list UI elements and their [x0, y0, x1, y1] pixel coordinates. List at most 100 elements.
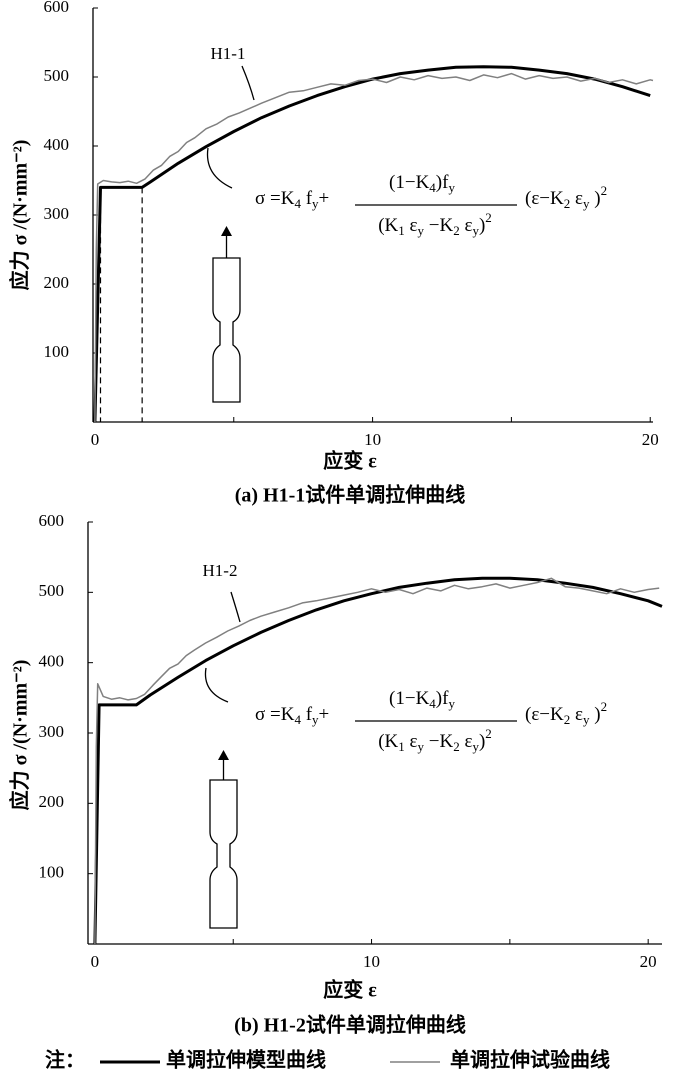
- y-tick-label: 600: [39, 511, 65, 530]
- formula-segment: +: [319, 704, 330, 725]
- formula-segment: (K: [378, 215, 398, 236]
- formula-segment: 2: [601, 183, 608, 198]
- formula-segment: σ =K: [255, 188, 295, 209]
- y-tick-label: 400: [44, 135, 70, 154]
- formula-pointer: [206, 147, 233, 189]
- annotation: H1-1: [211, 44, 246, 63]
- formula-segment: ): [589, 188, 600, 209]
- specimen-icon: [212, 257, 241, 403]
- x-tick-label: 10: [363, 952, 380, 971]
- formula-segment: 2: [601, 699, 608, 714]
- decor: [204, 65, 255, 929]
- formula-segment: ε: [460, 215, 473, 236]
- formula-part: σ =K4 fy+: [255, 704, 329, 727]
- formula-part: (K1 εy −K2 εy)2: [378, 726, 492, 754]
- formula-part: (K1 εy −K2 εy)2: [378, 210, 492, 238]
- y-tick-label: 300: [39, 722, 65, 741]
- y-tick-label: 100: [44, 342, 70, 361]
- formula-segment: −K: [424, 731, 453, 752]
- formula-segment: ε: [405, 215, 418, 236]
- formula-segment: (1−K: [389, 688, 430, 709]
- label-pointer: [230, 591, 241, 623]
- legend-label: 单调拉伸模型曲线: [166, 1048, 326, 1072]
- y-axis-title: 应力 σ /(N·mm⁻²): [8, 140, 32, 291]
- y-tick-label: 100: [39, 863, 65, 882]
- formula-segment: (1−K: [389, 172, 430, 193]
- formula-segment: −K: [424, 215, 453, 236]
- formula-segment: y: [418, 739, 425, 754]
- arrow-head: [218, 750, 229, 760]
- formula-segment: y: [418, 223, 425, 238]
- y-axis-title: 应力 σ /(N·mm⁻²): [8, 660, 32, 811]
- formula-segment: f: [301, 704, 313, 725]
- formula-segment: +: [319, 188, 330, 209]
- data-line: [94, 577, 660, 945]
- chart-caption: (b) H1-2试件单调拉伸曲线: [234, 1013, 466, 1037]
- formula-segment: 2: [485, 210, 492, 225]
- data-line: [93, 576, 663, 945]
- label-pointer: [241, 65, 255, 101]
- formula-segment: ε: [405, 731, 418, 752]
- formula-segment: y: [583, 712, 590, 727]
- formula-part: σ =K4 fy+: [255, 188, 329, 211]
- data-line: [94, 72, 654, 423]
- formula-segment: (ε−K: [525, 704, 564, 725]
- x-tick-label: 20: [640, 952, 657, 971]
- x-tick-label: 20: [642, 430, 659, 449]
- formula-segment: y: [448, 696, 455, 711]
- formula-segment: 2: [564, 196, 571, 211]
- formula-segment: 1: [398, 223, 405, 238]
- formula-segment: f: [301, 188, 313, 209]
- formula-segment: y: [448, 180, 455, 195]
- formula-part: (ε−K2 εy )2: [525, 183, 607, 211]
- annotation: H1-2: [203, 561, 238, 580]
- formula-segment: ε: [570, 704, 583, 725]
- formula-part: (1−K4)fy: [389, 172, 455, 195]
- formula-segment: )f: [436, 688, 449, 709]
- formula-segment: )f: [436, 172, 449, 193]
- formula-segment: y: [472, 739, 479, 754]
- formula-segment: 4: [294, 196, 301, 211]
- y-tick-label: 400: [39, 652, 65, 671]
- formula-segment: 2: [453, 223, 460, 238]
- formula-segment: y: [472, 223, 479, 238]
- formula-segment: 4: [429, 180, 436, 195]
- formula-segment: 2: [564, 712, 571, 727]
- formula-segment: σ =K: [255, 704, 295, 725]
- specimen-icon: [209, 779, 238, 929]
- x-axis-title: 应变 ε: [323, 978, 377, 1002]
- y-tick-label: 500: [44, 66, 70, 85]
- formula-segment: ε: [570, 188, 583, 209]
- formula-segment: 1: [398, 739, 405, 754]
- arrow-head: [221, 226, 232, 236]
- formula-part: (1−K4)fy: [389, 688, 455, 711]
- formula-segment: 4: [429, 696, 436, 711]
- data-line: [93, 65, 651, 423]
- chart-caption: (a) H1-1试件单调拉伸曲线: [235, 483, 466, 507]
- y-tick-label: 200: [44, 273, 70, 292]
- formula-segment: 2: [485, 726, 492, 741]
- formula-segment: y: [312, 712, 319, 727]
- y-tick-label: 600: [44, 0, 70, 16]
- y-tick-label: 500: [39, 581, 65, 600]
- formula-part: (ε−K2 εy )2: [525, 699, 607, 727]
- formula-segment: ): [589, 704, 600, 725]
- formula-segment: ε: [460, 731, 473, 752]
- formula-pointer: [204, 667, 229, 703]
- legend-label: 单调拉伸试验曲线: [450, 1048, 610, 1072]
- formula-segment: y: [312, 196, 319, 211]
- y-tick-label: 200: [39, 792, 65, 811]
- legend-title: 注：: [45, 1048, 85, 1072]
- formula-segment: (K: [378, 731, 398, 752]
- x-tick-label: 0: [91, 952, 100, 971]
- x-tick-label: 0: [91, 430, 100, 449]
- formula-segment: ): [479, 215, 485, 236]
- x-tick-label: 10: [364, 430, 381, 449]
- y-tick-label: 300: [44, 204, 70, 223]
- formula-segment: 2: [453, 739, 460, 754]
- x-axis-title: 应变 ε: [323, 449, 377, 473]
- formula-segment: (ε−K: [525, 188, 564, 209]
- formula-segment: ): [479, 731, 485, 752]
- formula-segment: y: [583, 196, 590, 211]
